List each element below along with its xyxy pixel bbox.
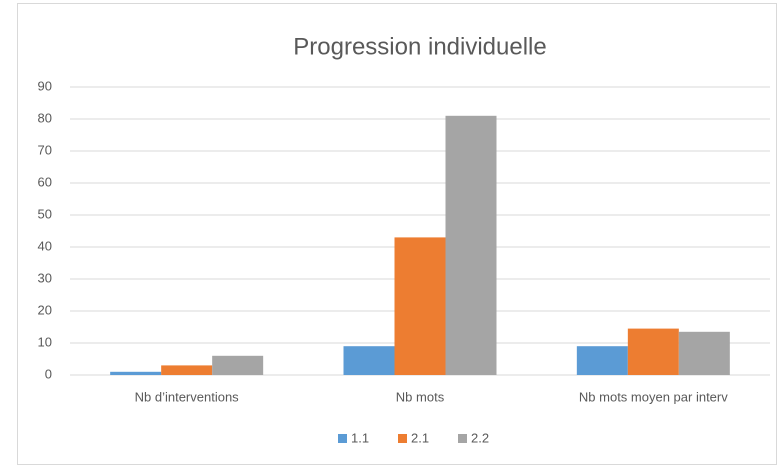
x-tick-label: Nb d’interventions [135,389,240,404]
bar [678,331,730,375]
x-tick-label: Nb mots [396,389,445,404]
bar [161,365,213,375]
legend-label: 1.1 [351,430,369,445]
y-tick-label: 60 [38,174,52,189]
y-tick-label: 80 [38,110,52,125]
bar [627,328,679,375]
chart-title: Progression individuelle [293,33,546,60]
bar [445,115,497,376]
y-tick-label: 0 [45,366,52,381]
bar [576,346,628,375]
y-tick-label: 70 [38,142,52,157]
legend-swatch [458,434,467,443]
legend-label: 2.2 [471,430,489,445]
y-tick-label: 50 [38,206,52,221]
x-tick-label: Nb mots moyen par interv [579,389,728,404]
y-tick-label: 10 [38,334,52,349]
bar [110,371,162,375]
bar [394,237,446,375]
legend-swatch [338,434,347,443]
y-tick-label: 40 [38,238,52,253]
bar [343,346,395,375]
legend-swatch [398,434,407,443]
y-tick-label: 30 [38,270,52,285]
bar [212,355,264,375]
legend-label: 2.1 [411,430,429,445]
chart-border [17,3,777,465]
y-tick-label: 20 [38,302,52,317]
y-tick-label: 90 [38,78,52,93]
